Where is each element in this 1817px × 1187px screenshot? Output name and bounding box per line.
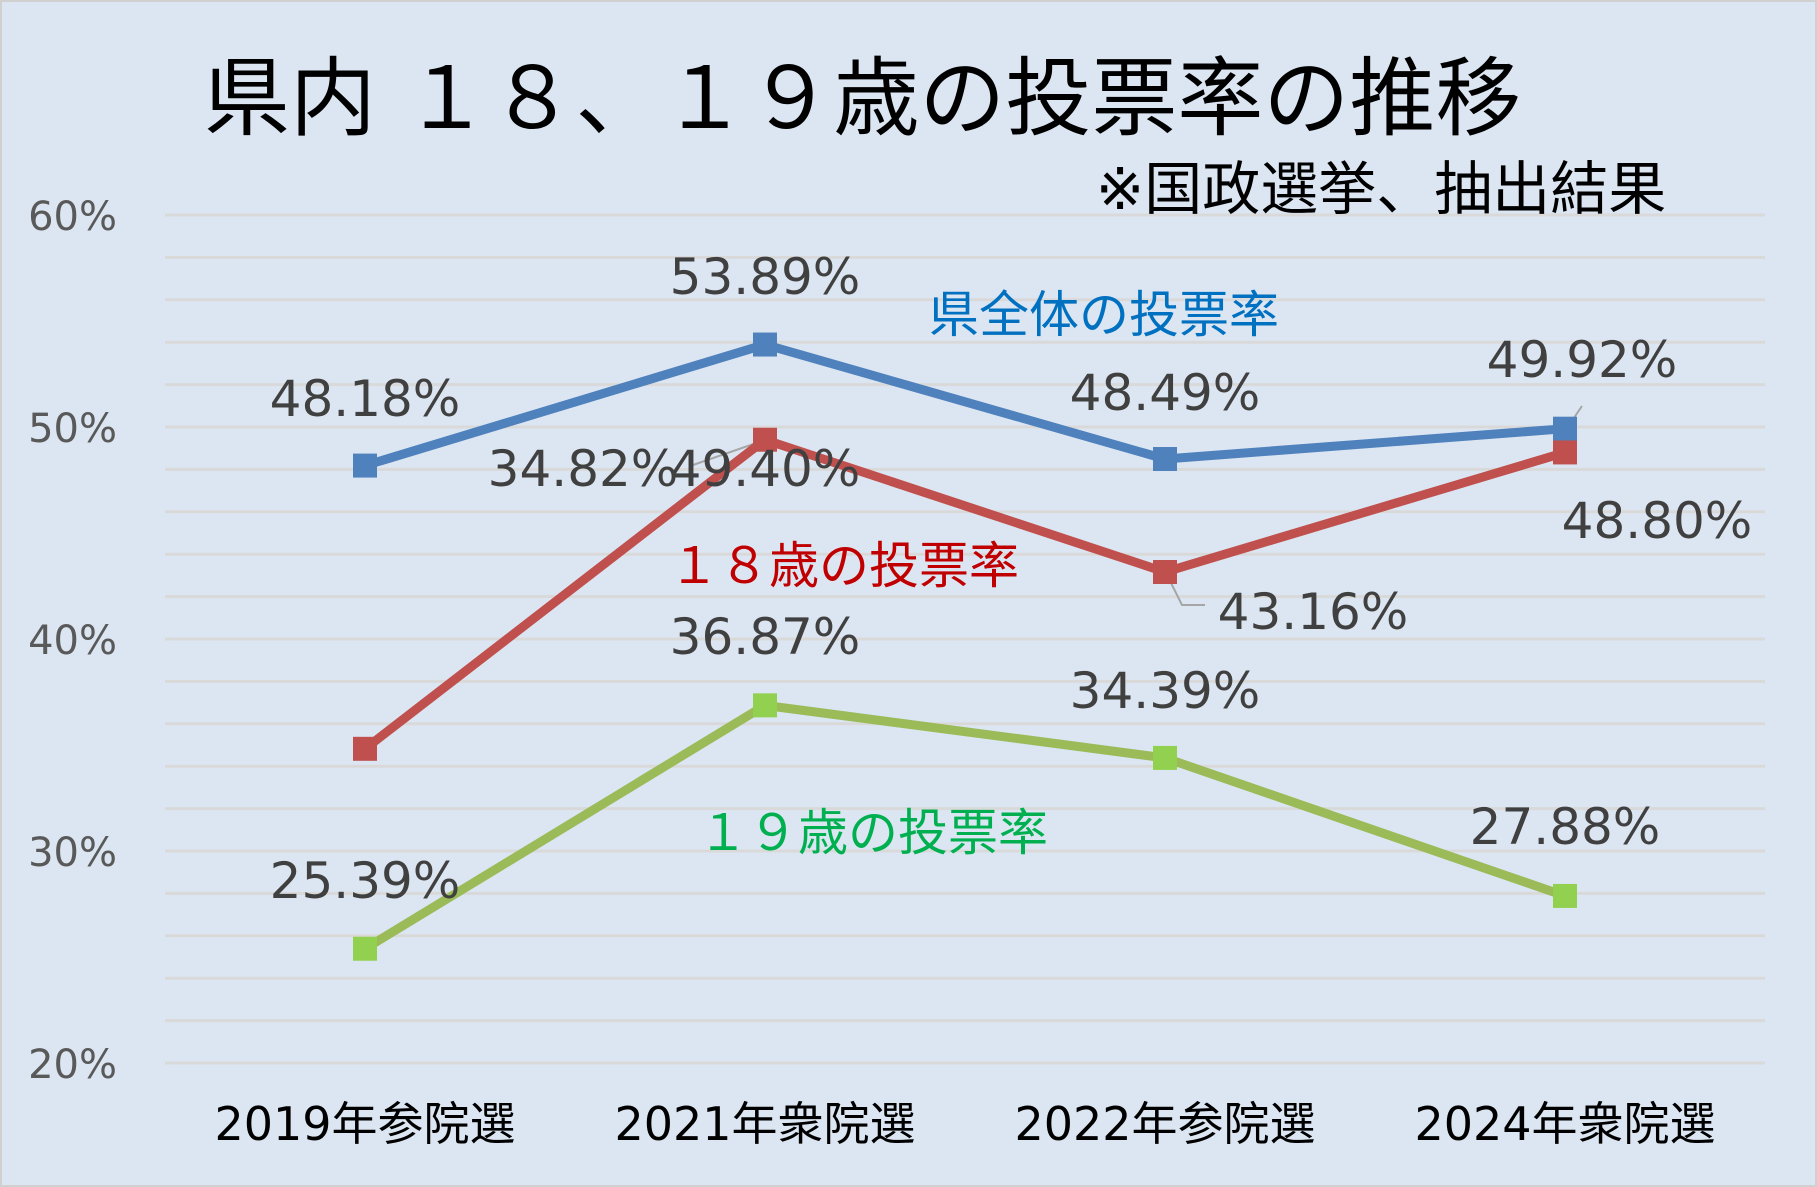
y-tick-label: 20% <box>28 1042 117 1088</box>
data-point <box>353 936 377 961</box>
data-point <box>353 736 377 761</box>
y-tick-label: 60% <box>28 194 117 240</box>
data-label: 36.87% <box>670 608 861 666</box>
data-label: 34.82% <box>488 440 679 498</box>
series-line <box>363 340 1566 470</box>
series-label-all: 県全体の投票率 <box>929 286 1279 344</box>
chart-title: 県内 １８、１９歳の投票率の推移 <box>204 49 1521 149</box>
y-tick-label: 40% <box>28 618 117 664</box>
chart-subtitle: ※国政選挙、抽出結果 <box>1096 155 1667 223</box>
series-line <box>362 700 1567 953</box>
x-tick-label: 2024年衆院選 <box>1414 1097 1715 1151</box>
data-label: 34.39% <box>1070 662 1261 720</box>
data-point <box>753 693 777 718</box>
data-point <box>1553 883 1577 908</box>
y-tick-label: 50% <box>28 406 117 452</box>
series-line <box>362 435 1567 753</box>
data-point <box>753 332 777 357</box>
data-point <box>1553 416 1577 441</box>
x-tick-label: 2021年衆院選 <box>614 1097 915 1151</box>
data-point <box>1553 440 1577 465</box>
series-label-19: １９歳の投票率 <box>698 804 1048 862</box>
data-label: 48.49% <box>1070 364 1261 422</box>
data-point <box>1153 745 1177 770</box>
data-point <box>1153 447 1177 472</box>
x-tick-label: 2022年参院選 <box>1014 1097 1315 1151</box>
data-point <box>353 453 377 478</box>
y-tick-label: 30% <box>28 830 117 876</box>
data-label: 49.92% <box>1487 331 1678 389</box>
data-point <box>753 427 777 452</box>
x-tick-label: 2019年参院選 <box>214 1097 515 1151</box>
data-label: 27.88% <box>1470 798 1661 856</box>
data-label: 25.39% <box>270 852 461 910</box>
data-label: 43.16% <box>1218 583 1409 641</box>
data-label: 49.40% <box>670 440 861 498</box>
series-label-18: １８歳の投票率 <box>669 537 1019 595</box>
data-label: 53.89% <box>670 248 861 306</box>
data-label: 48.80% <box>1562 492 1753 550</box>
data-label: 48.18% <box>270 370 461 428</box>
data-point <box>1153 560 1177 585</box>
